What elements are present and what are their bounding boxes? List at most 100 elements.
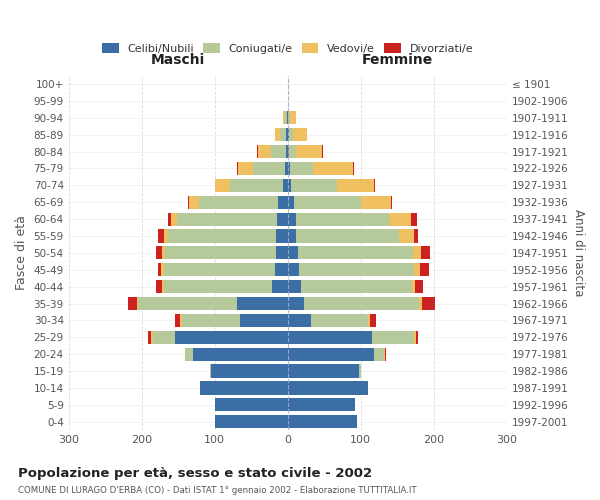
Bar: [287, 196, 294, 209]
Bar: [287, 348, 374, 361]
Bar: [275, 128, 280, 141]
Bar: [189, 196, 199, 209]
Bar: [272, 280, 287, 293]
Legend: Celibi/Nubili, Coniugati/e, Vedovi/e, Divorziati/e: Celibi/Nubili, Coniugati/e, Vedovi/e, Di…: [98, 38, 478, 58]
Bar: [156, 246, 162, 260]
Bar: [389, 212, 411, 226]
Bar: [289, 112, 290, 124]
Bar: [128, 297, 137, 310]
Bar: [287, 212, 296, 226]
Bar: [177, 212, 277, 226]
Bar: [301, 280, 412, 293]
Bar: [193, 348, 287, 361]
Bar: [287, 128, 289, 141]
Bar: [391, 196, 392, 209]
Bar: [165, 246, 276, 260]
Bar: [188, 196, 189, 209]
Bar: [287, 78, 289, 90]
Bar: [385, 348, 386, 361]
Bar: [416, 330, 418, 344]
Bar: [304, 297, 419, 310]
Bar: [158, 263, 161, 276]
Bar: [230, 179, 283, 192]
Bar: [236, 297, 287, 310]
Bar: [296, 145, 322, 158]
Text: COMUNE DI LURAGO D'ERBA (CO) - Dati ISTAT 1° gennaio 2002 - Elaborazione TUTTITA: COMUNE DI LURAGO D'ERBA (CO) - Dati ISTA…: [18, 486, 416, 495]
Bar: [292, 179, 337, 192]
Bar: [286, 145, 287, 158]
Bar: [137, 297, 138, 310]
Bar: [182, 314, 240, 327]
Bar: [287, 230, 296, 242]
Bar: [359, 364, 361, 378]
Bar: [294, 196, 361, 209]
Bar: [419, 297, 422, 310]
Bar: [413, 246, 421, 260]
Bar: [422, 297, 435, 310]
Bar: [168, 212, 171, 226]
Bar: [283, 112, 285, 124]
Bar: [290, 162, 313, 175]
Bar: [286, 128, 287, 141]
Bar: [296, 212, 389, 226]
Bar: [384, 348, 385, 361]
Text: Popolazione per età, sesso e stato civile - 2002: Popolazione per età, sesso e stato civil…: [18, 468, 372, 480]
Bar: [287, 263, 299, 276]
Bar: [162, 246, 165, 260]
Bar: [293, 128, 307, 141]
Bar: [152, 330, 175, 344]
Bar: [164, 230, 168, 242]
Bar: [414, 330, 416, 344]
Bar: [276, 246, 287, 260]
Text: Femmine: Femmine: [362, 53, 433, 67]
Bar: [412, 280, 415, 293]
Bar: [285, 162, 287, 175]
Bar: [156, 280, 162, 293]
Bar: [275, 263, 287, 276]
Bar: [277, 212, 287, 226]
Bar: [287, 94, 289, 108]
Bar: [287, 415, 357, 428]
Bar: [287, 314, 311, 327]
Bar: [257, 145, 258, 158]
Bar: [215, 398, 287, 411]
Bar: [313, 162, 353, 175]
Bar: [138, 297, 236, 310]
Bar: [285, 112, 287, 124]
Bar: [278, 196, 287, 209]
Bar: [181, 314, 182, 327]
Bar: [287, 280, 301, 293]
Bar: [420, 263, 428, 276]
Bar: [162, 280, 164, 293]
Bar: [415, 280, 423, 293]
Bar: [311, 314, 368, 327]
Bar: [368, 314, 370, 327]
Bar: [280, 128, 286, 141]
Bar: [148, 330, 151, 344]
Bar: [400, 230, 414, 242]
Bar: [322, 145, 323, 158]
Bar: [175, 314, 181, 327]
Bar: [287, 246, 298, 260]
Bar: [175, 330, 287, 344]
Text: Maschi: Maschi: [151, 53, 205, 67]
Bar: [290, 112, 296, 124]
Bar: [158, 230, 164, 242]
Bar: [414, 263, 420, 276]
Bar: [287, 382, 368, 394]
Bar: [211, 364, 287, 378]
Bar: [287, 162, 290, 175]
Bar: [361, 196, 391, 209]
Bar: [171, 212, 177, 226]
Bar: [199, 196, 278, 209]
Bar: [238, 162, 253, 175]
Bar: [283, 179, 287, 192]
Bar: [287, 330, 371, 344]
Bar: [276, 230, 287, 242]
Bar: [299, 263, 414, 276]
Bar: [164, 263, 275, 276]
Bar: [164, 280, 272, 293]
Bar: [374, 348, 384, 361]
Bar: [337, 179, 374, 192]
Bar: [374, 179, 376, 192]
